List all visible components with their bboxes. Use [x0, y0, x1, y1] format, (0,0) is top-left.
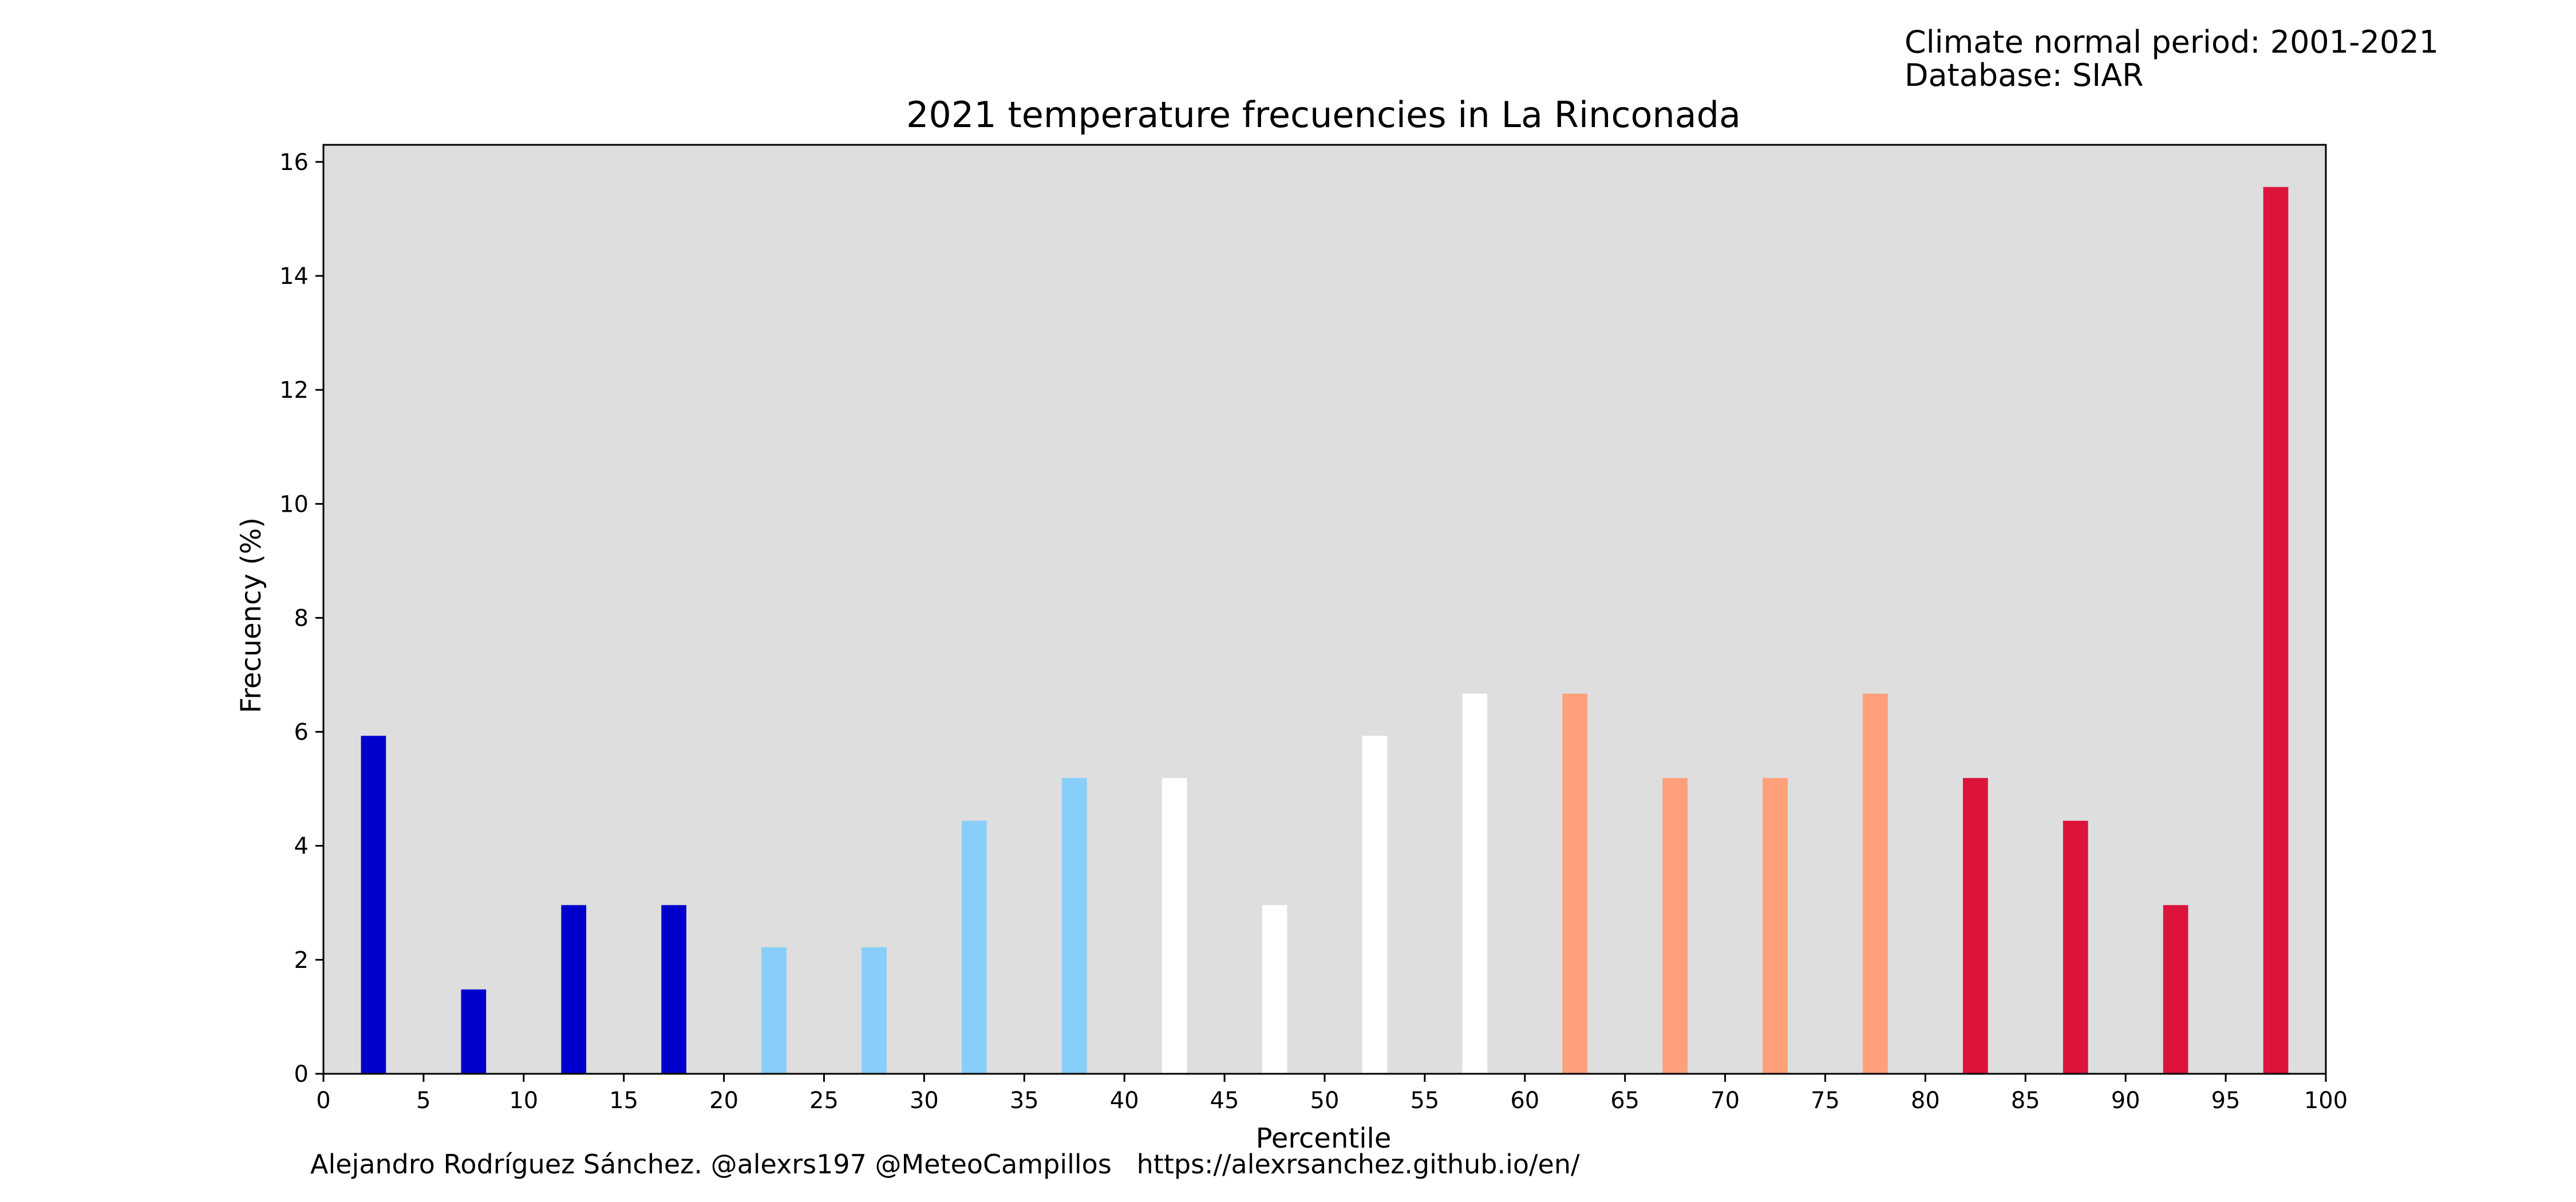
bar-32.5: [961, 820, 987, 1074]
bar-57.5: [1462, 693, 1488, 1074]
bar-77.5: [1863, 693, 1888, 1074]
bar-37.5: [1061, 778, 1087, 1074]
x-tick-label: 75: [1811, 1088, 1840, 1114]
bar-12.5: [561, 905, 587, 1074]
bar-87.5: [2063, 820, 2088, 1074]
x-tick-label: 50: [1310, 1088, 1340, 1114]
x-tick-label: 90: [2111, 1088, 2140, 1114]
x-tick-label: 40: [1110, 1088, 1139, 1114]
x-tick-label: 20: [709, 1088, 738, 1114]
x-tick-label: 80: [1911, 1088, 1940, 1114]
x-tick-label: 85: [2011, 1088, 2040, 1114]
x-tick-label: 95: [2211, 1088, 2241, 1114]
x-tick-label: 25: [809, 1088, 839, 1114]
y-tick-label: 2: [294, 947, 309, 974]
bar-17.5: [661, 905, 687, 1074]
bar-27.5: [862, 947, 887, 1074]
normal-period-note: Climate normal period: 2001-2021: [1905, 24, 2439, 60]
x-axis-label: Percentile: [1256, 1122, 1392, 1154]
x-tick-label: 0: [316, 1088, 330, 1114]
bar-62.5: [1562, 693, 1588, 1074]
database-note: Database: SIAR: [1905, 57, 2144, 93]
bar-7.5: [461, 989, 487, 1074]
y-axis-ticks: 0 2 4 6 8 10 12 14 16: [279, 149, 323, 1088]
x-tick-label: 70: [1710, 1088, 1740, 1114]
x-tick-label: 55: [1410, 1088, 1439, 1114]
x-axis-ticks: 0 5 10 15 20 25 30 35 40 45 50 55 60 65 70 75 80 85 90 95 10…: [316, 1074, 2348, 1114]
credits-footer: Alejandro Rodríguez Sánchez. @alexrs197 …: [310, 1149, 1580, 1180]
x-tick-label: 35: [1010, 1088, 1039, 1114]
bar-72.5: [1763, 778, 1788, 1074]
y-tick-label: 8: [294, 605, 309, 631]
x-tick-label: 60: [1510, 1088, 1539, 1114]
bar-52.5: [1362, 736, 1388, 1074]
y-tick-label: 10: [279, 491, 309, 517]
y-axis-label: Frecuency (%): [235, 517, 267, 713]
bar-67.5: [1662, 778, 1688, 1074]
y-tick-label: 12: [279, 377, 309, 404]
bar-97.5: [2263, 187, 2289, 1074]
bar-92.5: [2163, 905, 2188, 1074]
x-tick-label: 15: [609, 1088, 638, 1114]
x-tick-label: 45: [1210, 1088, 1239, 1114]
x-tick-label: 65: [1610, 1088, 1639, 1114]
bar-42.5: [1161, 778, 1187, 1074]
bars-group: [361, 187, 2289, 1074]
y-tick-label: 0: [294, 1061, 309, 1088]
x-tick-label: 10: [509, 1088, 538, 1114]
bar-47.5: [1262, 905, 1287, 1074]
bar-2.5: [361, 736, 386, 1074]
plot-area: [323, 145, 2326, 1074]
x-tick-label: 100: [2304, 1088, 2348, 1114]
y-tick-label: 4: [294, 833, 309, 860]
y-tick-label: 6: [294, 719, 309, 746]
chart-title: 2021 temperature frecuencies in La Rinco…: [906, 94, 1741, 136]
x-tick-label: 5: [416, 1088, 430, 1114]
x-tick-label: 30: [910, 1088, 939, 1114]
y-tick-label: 16: [279, 149, 309, 176]
y-tick-label: 14: [279, 263, 309, 290]
bar-82.5: [1962, 778, 1988, 1074]
bar-22.5: [761, 947, 787, 1074]
